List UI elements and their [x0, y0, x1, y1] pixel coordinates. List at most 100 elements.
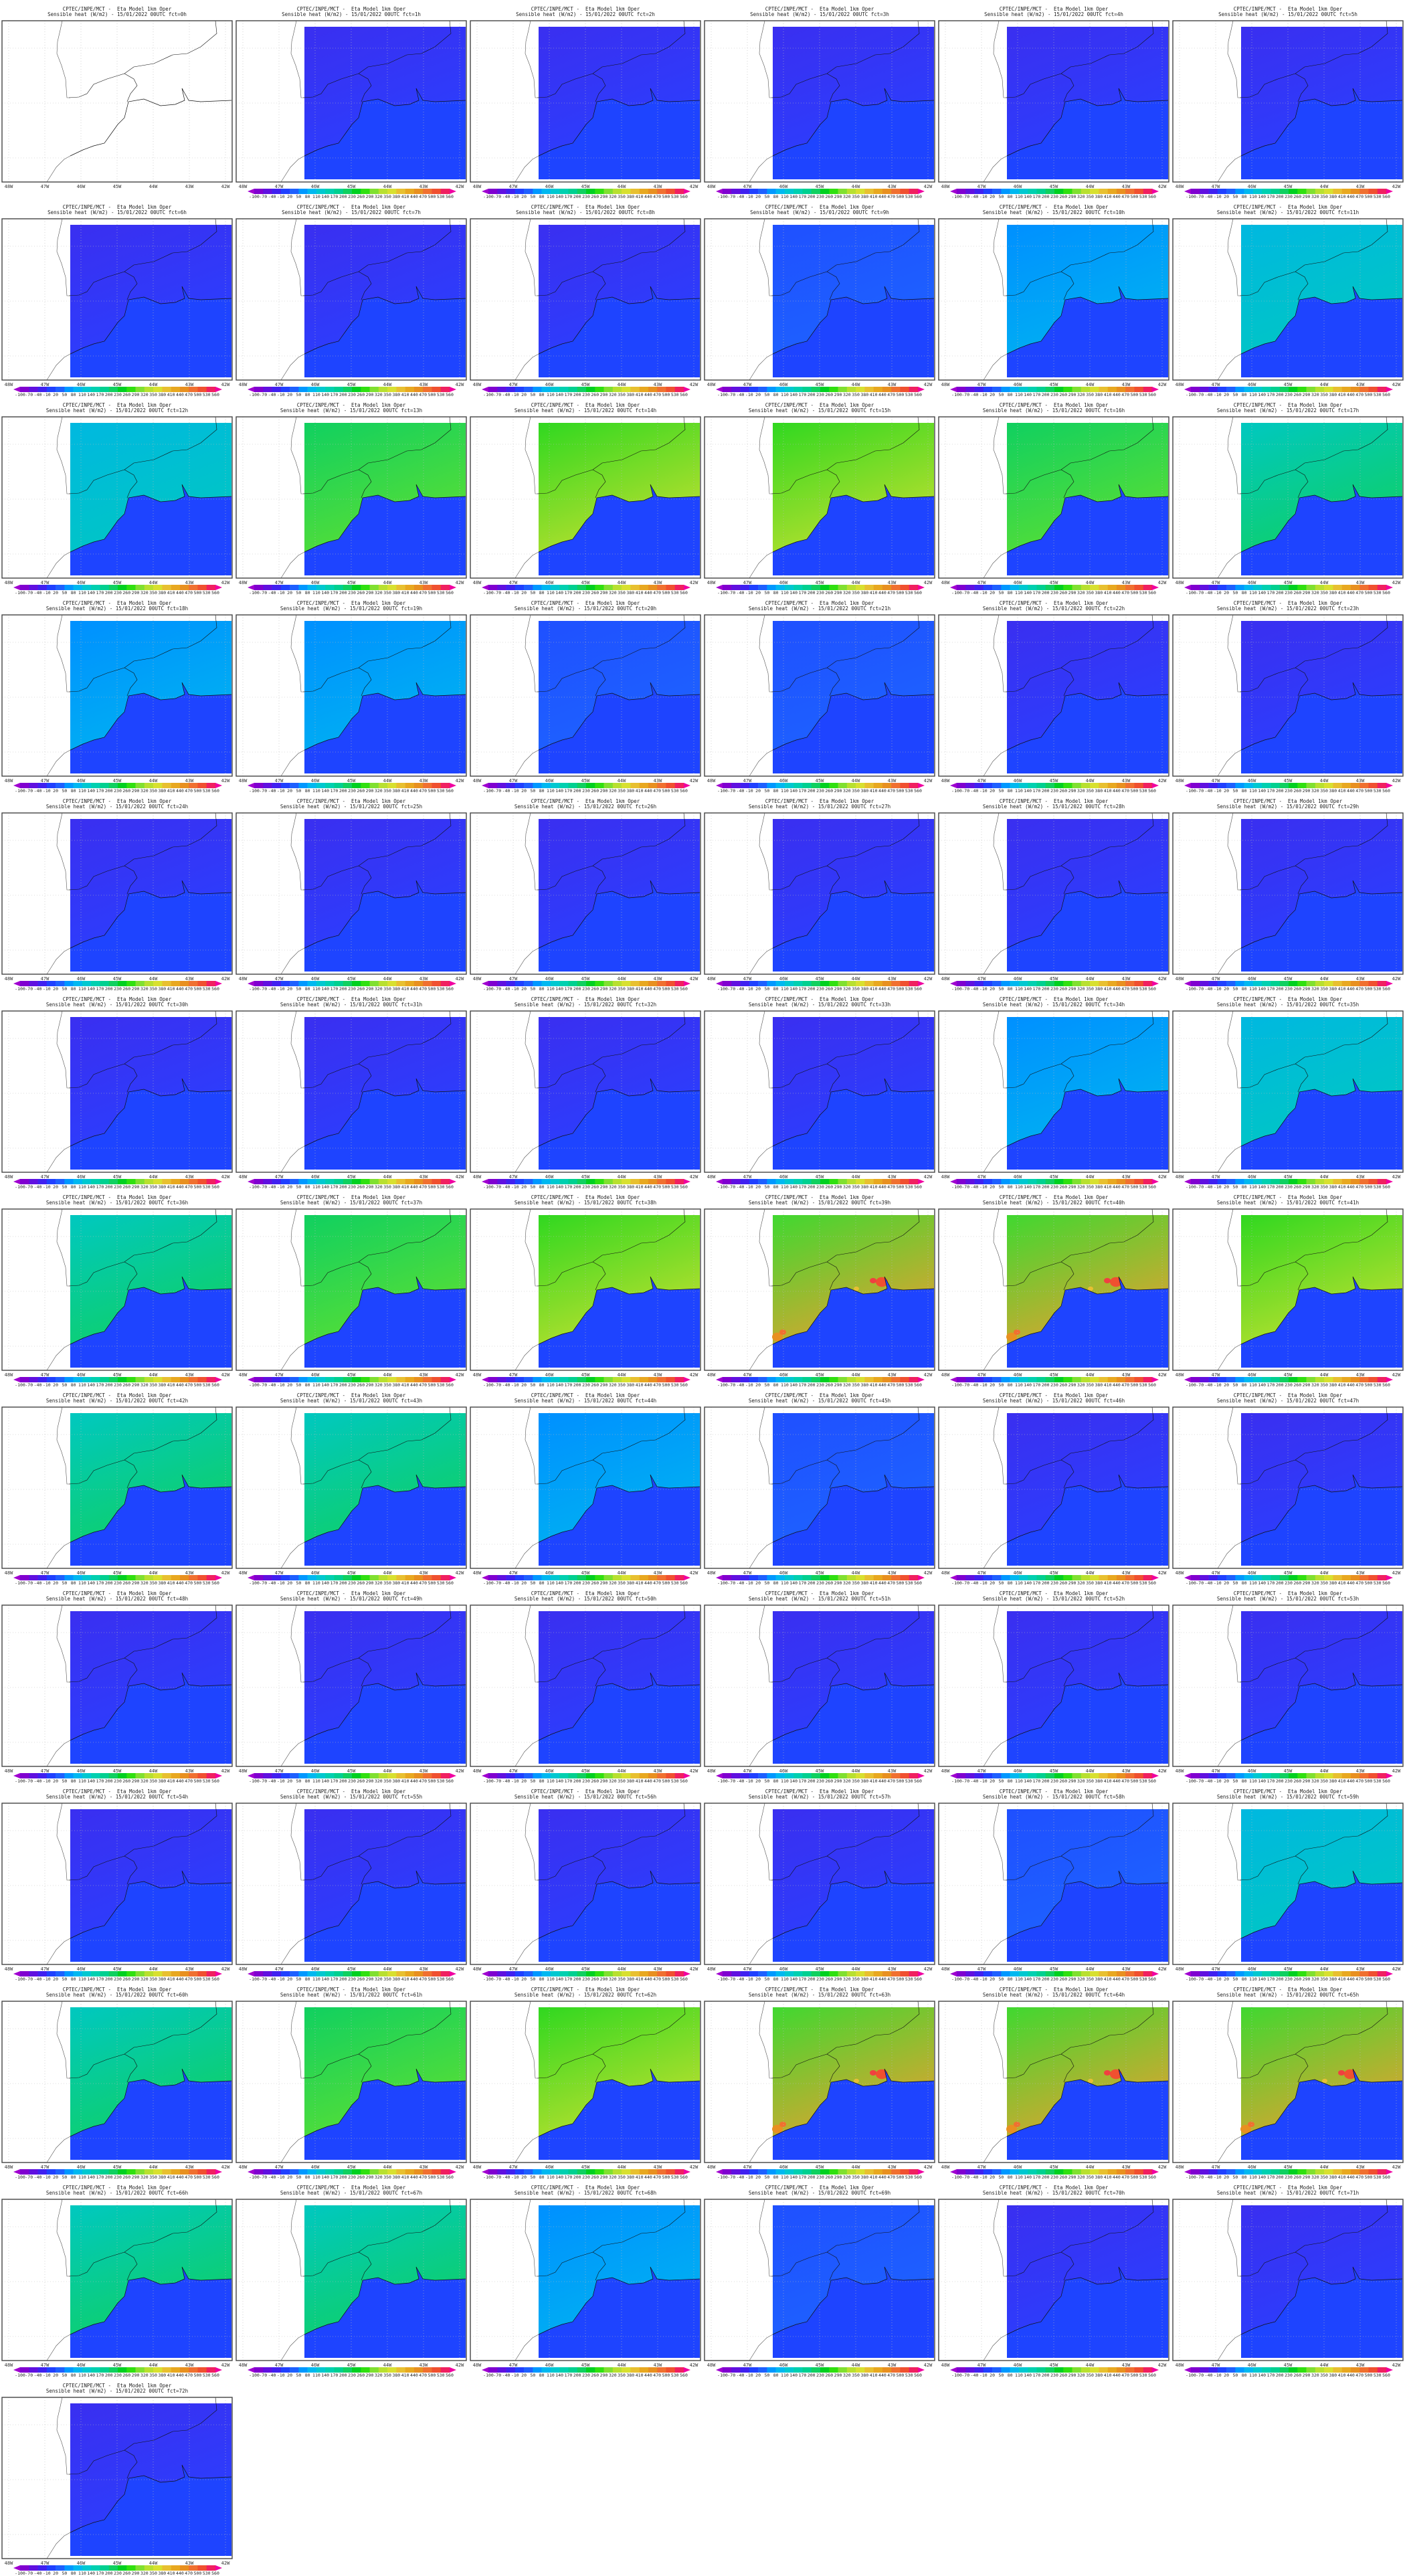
- map-plot: [234, 1584, 468, 1782]
- colorbar-box: [334, 585, 343, 590]
- lon-tick-label: 45W: [1284, 1174, 1293, 1180]
- colorbar-under-arrow: [248, 1971, 254, 1976]
- colorbar-box: [992, 387, 1002, 392]
- colorbar-box: [767, 1575, 776, 1580]
- colorbar-box: [100, 1377, 109, 1382]
- colorbar-under-arrow: [1184, 1575, 1191, 1580]
- colorbar-box: [613, 1971, 622, 1976]
- colorbar-box: [856, 1575, 865, 1580]
- colorbar-box: [1253, 189, 1262, 194]
- lon-tick-label: 45W: [1284, 1570, 1293, 1576]
- colorbar-box: [1036, 585, 1046, 590]
- colorbar-box: [1333, 783, 1342, 788]
- colorbar-box: [891, 1773, 901, 1778]
- colorbar-box: [577, 1971, 587, 1976]
- colorbar-box: [145, 2367, 154, 2373]
- colorbar-box: [1200, 2169, 1209, 2175]
- lon-tick-label: 45W: [113, 2165, 122, 2170]
- colorbar-box: [1360, 1179, 1369, 1184]
- colorbar-box: [983, 1179, 993, 1184]
- colorbar-box: [785, 1377, 794, 1382]
- colorbar-box: [325, 2169, 335, 2175]
- colorbar-box: [802, 1773, 812, 1778]
- colorbar-box: [604, 2169, 614, 2175]
- colorbar-box: [316, 1971, 326, 1976]
- colorbar-box: [136, 1971, 145, 1976]
- colorbar-box: [1226, 1773, 1236, 1778]
- lon-tick-label: 46W: [1014, 1966, 1022, 1972]
- colorbar-box: [785, 189, 794, 194]
- colorbar-over-arrow: [450, 2169, 456, 2175]
- colorbar-box: [1280, 1179, 1289, 1184]
- colorbar-box: [1090, 1575, 1099, 1580]
- colorbar-box: [1028, 783, 1037, 788]
- lon-tick-label: 48W: [473, 1570, 482, 1576]
- hot-spot: [1104, 1278, 1111, 1283]
- colorbar-box: [838, 387, 848, 392]
- colorbar-box: [316, 783, 326, 788]
- colorbar-box: [551, 783, 560, 788]
- colorbar-box: [100, 981, 109, 986]
- colorbar-box: [1054, 981, 1064, 986]
- colorbar-box: [675, 1377, 684, 1382]
- lon-tick-label: 43W: [419, 976, 428, 982]
- colorbar-box: [767, 189, 776, 194]
- map-plot: [1171, 1188, 1405, 1386]
- colorbar-box: [847, 1377, 856, 1382]
- colorbar-box: [542, 1773, 551, 1778]
- colorbar-box: [1324, 1575, 1333, 1580]
- lon-tick-label: 42W: [456, 1570, 464, 1576]
- lon-tick-label: 43W: [1356, 1174, 1365, 1180]
- colorbar-box: [334, 2169, 343, 2175]
- colorbar-box: [387, 981, 397, 986]
- colorbar-box: [1218, 1971, 1227, 1976]
- colorbar-box: [524, 1575, 533, 1580]
- colorbar-box: [432, 585, 441, 590]
- colorbar-box: [405, 981, 415, 986]
- hot-spot: [854, 2079, 859, 2083]
- colorbar-box: [1209, 981, 1218, 986]
- lon-tick-label: 43W: [185, 2363, 194, 2368]
- colorbar-box: [1378, 1971, 1387, 1976]
- lon-tick-label: 42W: [1392, 778, 1401, 784]
- lon-tick-label: 42W: [1392, 382, 1401, 387]
- colorbar-box: [47, 2367, 56, 2373]
- colorbar-box: [1099, 981, 1108, 986]
- colorbar-box: [622, 981, 631, 986]
- lon-tick-label: 44W: [1086, 382, 1095, 387]
- colorbar-box: [136, 387, 145, 392]
- colorbar-under-arrow: [950, 1575, 957, 1580]
- colorbar-box: [1209, 189, 1218, 194]
- colorbar-box: [1081, 783, 1091, 788]
- colorbar-box: [1108, 189, 1117, 194]
- map-plot: [937, 0, 1171, 198]
- colorbar-box: [497, 783, 506, 788]
- colorbar-box: [524, 1971, 533, 1976]
- colorbar-box: [506, 189, 516, 194]
- lon-tick-label: 44W: [149, 1174, 158, 1180]
- colorbar-box: [316, 387, 326, 392]
- colorbar-box: [145, 2169, 154, 2175]
- lon-tick-label: 42W: [221, 2363, 230, 2368]
- colorbar-box: [847, 1179, 856, 1184]
- colorbar-box: [630, 2169, 640, 2175]
- colorbar-box: [64, 1377, 74, 1382]
- colorbar-box: [1028, 2169, 1037, 2175]
- colorbar-box: [1360, 189, 1369, 194]
- colorbar-box: [900, 981, 909, 986]
- colorbar-box: [1191, 1377, 1200, 1382]
- colorbar-box: [189, 585, 198, 590]
- colorbar-box: [180, 981, 189, 986]
- colorbar-box: [361, 189, 370, 194]
- lon-tick-label: 43W: [419, 184, 428, 189]
- colorbar-box: [551, 2169, 560, 2175]
- map-plot: [1171, 792, 1405, 990]
- lon-tick-label: 45W: [1284, 382, 1293, 387]
- colorbar-box: [441, 2169, 450, 2175]
